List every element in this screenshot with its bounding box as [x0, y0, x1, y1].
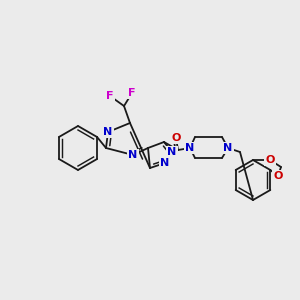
Text: N: N — [167, 147, 177, 157]
Text: O: O — [171, 133, 181, 143]
Text: N: N — [185, 143, 195, 153]
Text: N: N — [160, 158, 169, 168]
Text: N: N — [103, 127, 112, 137]
Text: O: O — [273, 171, 283, 181]
Text: N: N — [128, 150, 138, 160]
Text: F: F — [128, 88, 136, 98]
Text: F: F — [106, 91, 114, 101]
Text: O: O — [265, 155, 275, 165]
Text: N: N — [224, 143, 232, 153]
